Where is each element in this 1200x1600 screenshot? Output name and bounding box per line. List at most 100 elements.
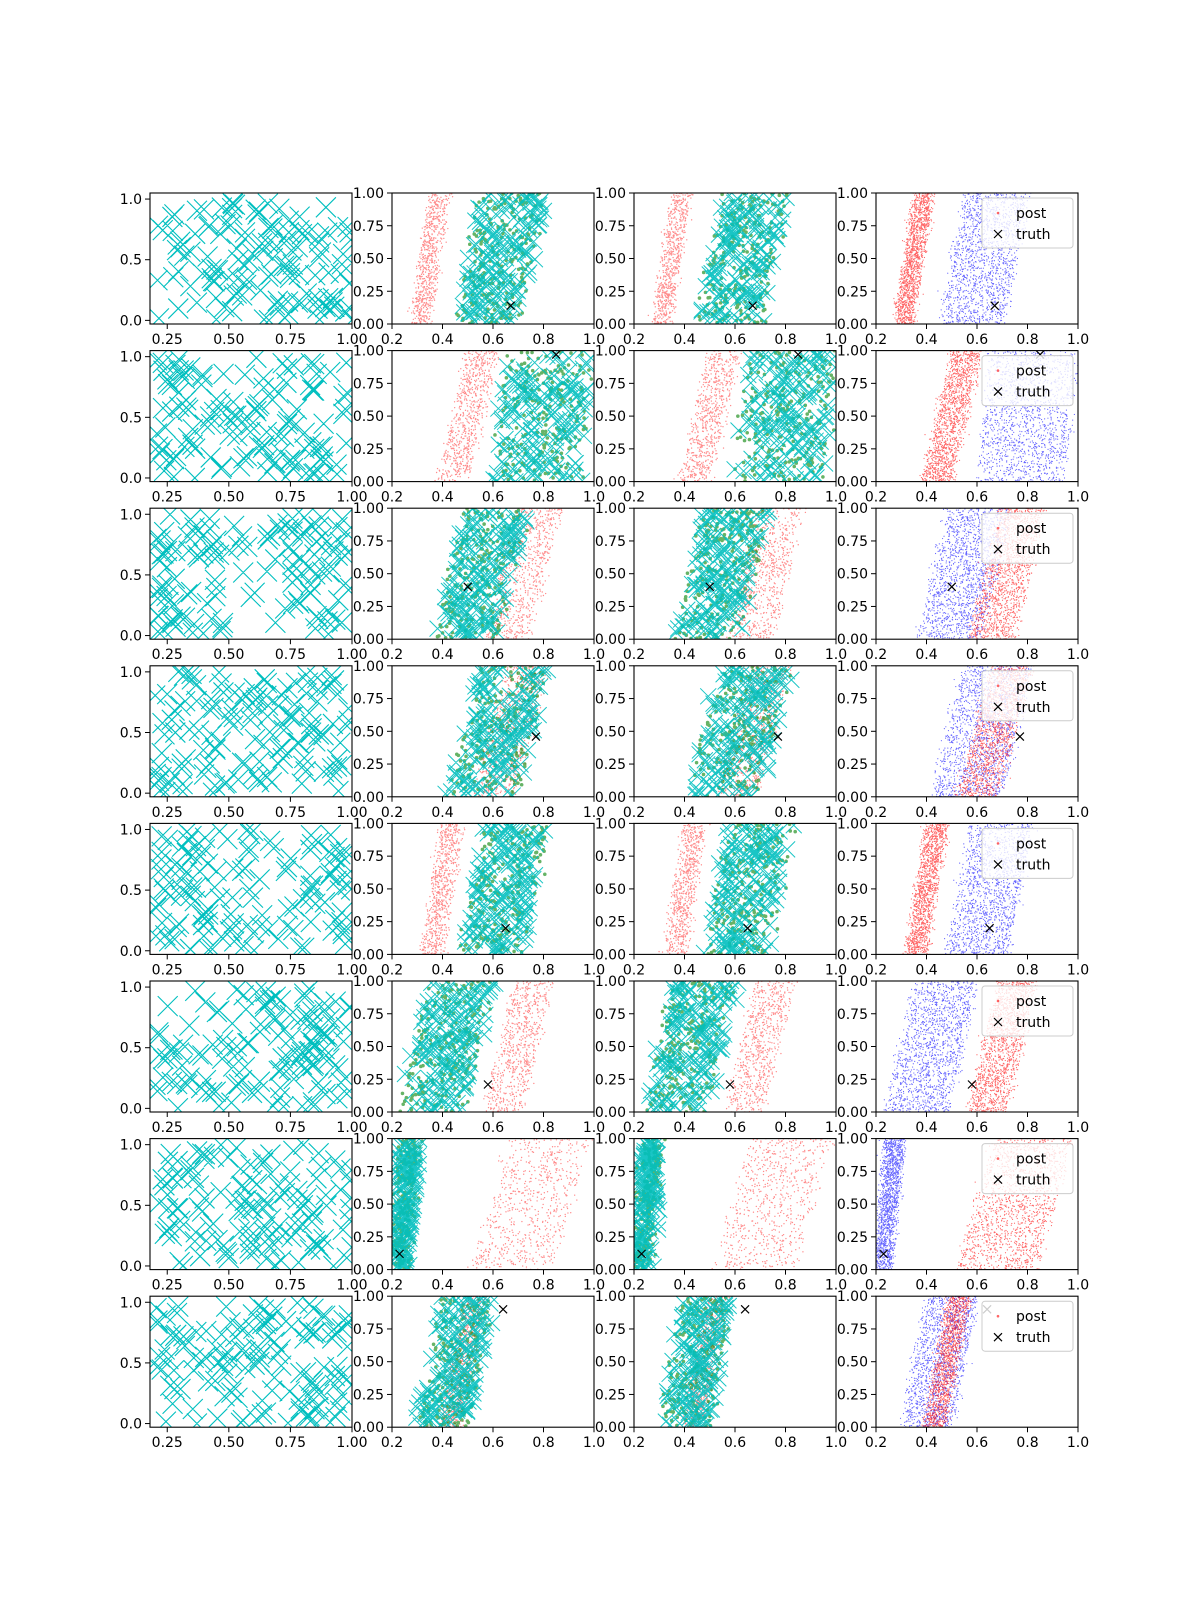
legend-label-post: post [1016,364,1047,380]
y-tick-label: 0.75 [595,376,626,392]
subplot-r4-c3: 0.2 0.4 0.6 0.8 1.00.000.250.500.751.00postt… [837,816,1089,978]
y-tick-label: 0.5 [120,253,142,269]
x-tick-label: 0.8 [532,962,554,978]
plot-area [147,193,361,330]
x-tick-label: 0.6 [724,332,746,348]
posterior-dots-red [902,823,949,955]
x-tick-label: 0.4 [431,1278,453,1294]
subplot-r6-c1: 0.2 0.4 0.6 0.8 1.00.000.250.500.751.00 [353,1131,605,1294]
x-tick-label: 0.6 [966,1278,988,1294]
plot-area [147,348,358,488]
x-tick-label: 0.2 [381,805,403,821]
x-tick-label: 1.00 [336,1435,367,1451]
y-tick-label: 0.25 [353,1230,384,1246]
y-tick-label: 0.75 [353,692,384,708]
x-tick-label: 0.25 [152,1435,183,1451]
x-tick-label: 0.4 [673,805,695,821]
x-tick-label: 0.8 [1016,332,1038,348]
legend-label-truth: truth [1016,700,1050,716]
y-tick-label: 0.0 [120,1259,142,1275]
x-tick-label: 0.2 [381,962,403,978]
sample-crosses-cyan [727,344,844,490]
x-tick-label: 0.50 [213,1120,244,1136]
x-tick-label: 0.8 [774,805,796,821]
y-tick-label: 0.00 [837,475,868,491]
prior-samples [147,348,358,488]
y-tick-label: 0.50 [353,409,384,425]
subplot-r1-c1: 0.2 0.4 0.6 0.8 1.00.000.250.500.751.00 [353,343,605,506]
plot-area [648,185,795,330]
x-tick-label: 0.4 [673,962,695,978]
x-tick-label: 0.4 [431,647,453,663]
x-tick-label: 0.75 [275,647,306,663]
subplot-r1-c0: 0.25 0.50 0.75 1.000.00.51.0 [120,348,368,506]
y-tick-label: 1.00 [595,659,626,675]
axes-frame [634,1139,836,1270]
plot-area [687,658,799,804]
y-tick-label: 1.00 [353,1132,384,1148]
subplot-r2-c0: 0.25 0.50 0.75 1.000.00.51.0 [120,505,368,664]
x-tick-label: 0.50 [213,332,244,348]
x-tick-label: 0.75 [275,490,306,506]
y-tick-label: 0.50 [595,1355,626,1371]
plot-area [434,343,598,490]
y-tick-label: 0.75 [595,1007,626,1023]
plot-area [430,500,563,646]
y-tick-label: 0.25 [353,442,384,458]
x-tick-label: 0.2 [623,647,645,663]
prior-samples [146,505,360,645]
y-tick-label: 0.00 [595,632,626,648]
y-tick-label: 0.75 [595,219,626,235]
legend-post-marker [997,1157,1000,1160]
y-tick-label: 1.0 [120,1295,142,1311]
x-tick-label: 0.50 [213,805,244,821]
x-tick-label: 1.0 [1067,490,1089,506]
y-tick-label: 0.25 [595,915,626,931]
plot-area [641,973,798,1120]
y-tick-label: 0.50 [595,409,626,425]
posterior-dots-red [648,192,694,324]
plot-area [438,659,556,804]
y-tick-label: 0.50 [353,724,384,740]
sample-crosses-cyan [408,1288,500,1433]
legend: post truth [982,671,1073,721]
y-tick-label: 0.75 [837,1322,868,1338]
plot-area [146,820,361,961]
y-tick-label: 0.25 [837,442,868,458]
x-tick-label: 0.8 [774,1278,796,1294]
x-tick-label: 0.50 [213,1278,244,1294]
x-tick-label: 0.8 [1016,490,1038,506]
prior-samples [145,979,359,1118]
x-tick-label: 0.2 [865,647,887,663]
y-tick-label: 1.00 [595,1132,626,1148]
y-tick-label: 1.00 [837,1289,868,1305]
y-tick-label: 0.0 [120,1417,142,1433]
y-tick-label: 0.00 [353,1105,384,1121]
x-tick-label: 1.0 [1067,805,1089,821]
y-tick-label: 1.00 [837,816,868,832]
plot-area [623,1131,835,1277]
x-tick-label: 0.2 [865,1278,887,1294]
x-tick-label: 0.6 [966,490,988,506]
y-tick-label: 1.00 [353,1289,384,1305]
x-tick-label: 0.25 [152,1278,183,1294]
y-tick-label: 0.25 [837,284,868,300]
x-tick-label: 0.6 [724,962,746,978]
subplot-r6-c0: 0.25 0.50 0.75 1.000.00.51.0 [120,1135,368,1294]
x-tick-label: 0.6 [482,1120,504,1136]
x-tick-label: 0.4 [915,332,937,348]
y-tick-label: 0.25 [595,284,626,300]
sample-crosses-cyan [486,343,599,490]
x-tick-label: 0.8 [1016,647,1038,663]
legend-label-post: post [1016,679,1047,695]
x-tick-label: 0.6 [724,1435,746,1451]
x-tick-label: 0.4 [915,962,937,978]
subplot-r1-c3: 0.2 0.4 0.6 0.8 1.00.000.250.500.751.00postt… [837,344,1089,506]
plot-area [668,501,806,646]
legend-label-truth: truth [1016,385,1050,401]
y-tick-label: 1.00 [595,501,626,517]
x-tick-label: 0.4 [673,1278,695,1294]
x-tick-label: 1.0 [1067,1120,1089,1136]
x-tick-label: 0.50 [213,1435,244,1451]
